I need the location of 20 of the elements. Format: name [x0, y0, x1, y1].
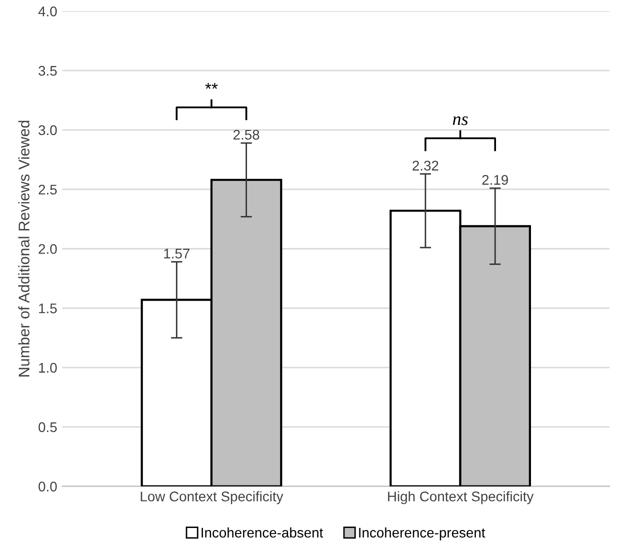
annotation: **: [205, 82, 218, 89]
x-tick-label: Low Context Specificity: [140, 491, 284, 504]
data-label: 2.19: [482, 175, 508, 185]
legend-label: Incoherence-present: [359, 527, 486, 540]
y-tick-label: 4.0: [38, 6, 57, 16]
y-tick-label: 1.0: [39, 362, 57, 373]
y-tick-label: 0.0: [38, 482, 57, 492]
data-label: 1.57: [164, 248, 190, 258]
x-tick-label: High Context Specificity: [388, 491, 534, 504]
data-label: 2.32: [412, 160, 438, 171]
y-tick-label: 0.5: [38, 422, 57, 432]
legend-label: Incoherence-absent: [202, 527, 324, 538]
data-label: 2.58: [233, 130, 260, 140]
annotation: ns: [452, 116, 468, 126]
y-tick-label: 3.0: [38, 125, 57, 136]
y-axis-title: Number of Additional Reviews Viewed: [18, 120, 30, 376]
y-tick-label: 1.5: [39, 304, 57, 314]
y-tick-label: 3.5: [38, 66, 57, 76]
y-tick-label: 2.5: [38, 184, 57, 195]
y-tick-label: 2.0: [38, 244, 57, 254]
